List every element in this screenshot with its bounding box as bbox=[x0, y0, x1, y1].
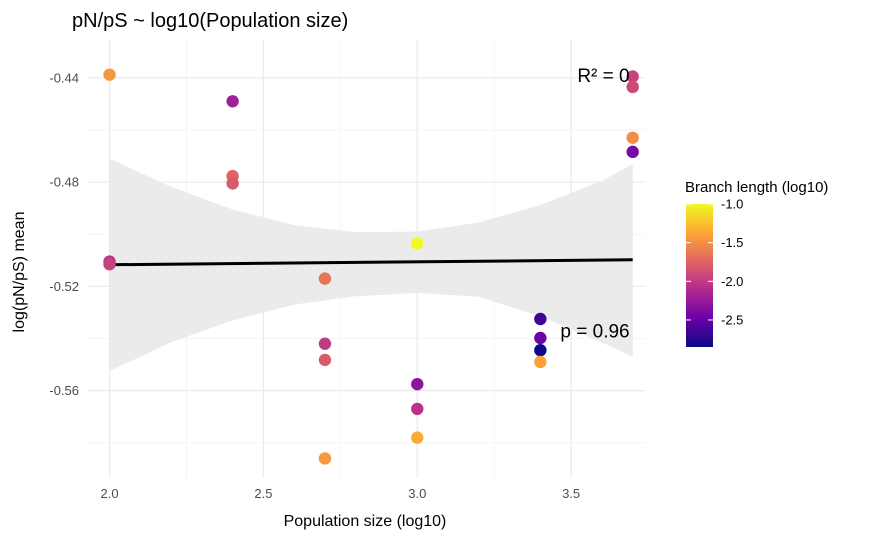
stat-annotation: p = 0.96 bbox=[560, 322, 629, 343]
data-point bbox=[534, 331, 547, 345]
points-layer bbox=[103, 68, 639, 465]
confidence-band-layer bbox=[109, 158, 633, 372]
annotations-layer: R² = 0 p = 0.96 bbox=[560, 66, 629, 343]
legend-title: Branch length (log10) bbox=[685, 179, 828, 196]
data-point bbox=[411, 402, 424, 416]
data-point bbox=[626, 145, 639, 159]
x-axis-ticks: 2.0 2.5 3.0 3.5 bbox=[101, 486, 581, 501]
y-tick-label: -0.48 bbox=[49, 175, 79, 190]
regression-line bbox=[109, 258, 633, 267]
data-point bbox=[226, 177, 239, 190]
x-tick-label: 3.0 bbox=[408, 486, 426, 501]
data-point bbox=[318, 337, 332, 350]
y-tick-label: -0.56 bbox=[49, 383, 79, 398]
data-point bbox=[103, 258, 116, 271]
data-point bbox=[411, 377, 424, 391]
legend-tick-label: -2.5 bbox=[721, 312, 743, 327]
data-point bbox=[318, 452, 332, 465]
y-axis-title: log(pN/pS) mean bbox=[11, 212, 28, 333]
legend-tick-label: -1.0 bbox=[721, 197, 743, 212]
legend-tick-label: -2.0 bbox=[721, 274, 743, 289]
data-point bbox=[626, 80, 639, 94]
data-point bbox=[411, 431, 424, 444]
data-point bbox=[626, 131, 639, 144]
x-tick-label: 3.5 bbox=[562, 486, 580, 501]
data-point bbox=[534, 312, 547, 326]
y-tick-label: -0.44 bbox=[49, 70, 79, 85]
data-point bbox=[411, 237, 424, 250]
data-point bbox=[226, 95, 239, 108]
stat-annotation: R² = 0 bbox=[577, 66, 629, 87]
legend-tick-label: -1.5 bbox=[721, 235, 743, 250]
data-point bbox=[534, 355, 547, 369]
confidence-band bbox=[109, 158, 633, 372]
color-legend: Branch length (log10) -1.0 -1.5 -2.0 -2.5 bbox=[685, 179, 828, 347]
y-tick-label: -0.52 bbox=[49, 279, 79, 294]
x-axis-title: Population size (log10) bbox=[284, 513, 447, 530]
data-point bbox=[318, 272, 332, 285]
data-point bbox=[534, 344, 547, 357]
colorbar bbox=[686, 204, 713, 347]
legend-ticks: -1.0 -1.5 -2.0 -2.5 bbox=[686, 197, 743, 327]
x-tick-label: 2.5 bbox=[254, 486, 272, 501]
chart-title: pN/pS ~ log10(Population size) bbox=[72, 10, 348, 32]
y-axis-ticks: -0.44 -0.48 -0.52 -0.56 bbox=[49, 70, 79, 398]
data-point bbox=[103, 68, 116, 81]
fit-line-layer bbox=[109, 258, 633, 267]
x-tick-label: 2.0 bbox=[101, 486, 119, 501]
data-point bbox=[318, 353, 332, 367]
data-point bbox=[626, 70, 639, 83]
